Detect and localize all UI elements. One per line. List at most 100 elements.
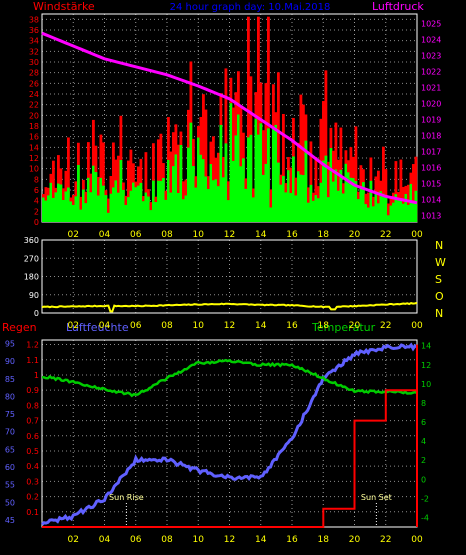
wind-avg-bar [277,162,280,222]
wind-avg-bar [294,195,298,222]
wind-max-bar [79,196,83,222]
wind-avg-bar [259,123,263,222]
wind-avg-bar [379,191,383,222]
wind-avg-bar [139,182,143,222]
wind-avg-bar [149,210,153,222]
wind-avg-bar [72,204,75,222]
wind-max-bar [117,155,120,222]
x-tick-label-1: 20 [349,321,361,331]
direction-label-n-bottom: N [435,307,443,320]
wind-max-bar [267,16,270,223]
wind-y-tick-label: 4 [34,197,39,206]
x-tick-label-1: 02 [68,321,79,331]
wind-avg-bar [229,103,233,222]
wind-max-bar [159,133,163,222]
wind-avg-bar [182,199,185,222]
temperature-y-tick-label: 12 [421,361,431,370]
humidity-y-tick-label: 85 [5,375,15,384]
x-tick-label-0: 04 [99,230,111,240]
wind-max-bar [327,161,330,222]
wind-avg-bar [357,199,360,222]
wind-y-tick-label: 22 [29,101,39,110]
wind-max-bar [212,136,215,222]
direction-label-w: W [435,256,446,269]
pressure-y-tick-label: 1018 [421,132,441,141]
rain-y-tick-label: 1.1 [26,356,39,365]
pressure-y-tick-label: 1019 [421,116,441,125]
rain-line [42,344,418,528]
wind-avg-bar [279,184,283,222]
wind-avg-bar [377,203,380,222]
wind-avg-bar [317,198,320,222]
wind-y-tick-label: 0 [34,218,39,227]
wind-y-tick-label: 28 [29,69,39,78]
wind-max-bar [107,198,110,222]
pressure-y-tick-label: 1015 [421,180,441,189]
wind-avg-bar [347,172,350,222]
wind-avg-bar [334,169,338,222]
x-tick-label-1: 18 [318,321,330,331]
x-tick-label-2: 10 [193,535,205,545]
wind-y-tick-label: 12 [29,154,39,163]
pressure-y-tick-label: 1021 [421,84,441,93]
wind-max-bar [394,161,398,222]
pressure-y-tick-label: 1023 [421,52,441,61]
wind-avg-bar [202,159,205,222]
wind-avg-bar [312,200,315,222]
x-tick-label-2: 18 [318,535,330,545]
temperature-y-tick-label: 8 [421,399,426,408]
wind-avg-bar [289,193,293,222]
pressure-y-tick-label: 1016 [421,164,441,173]
x-tick-label-2: 02 [68,535,79,545]
wind-avg-bar [212,180,215,222]
wind-avg-bar [107,212,110,222]
wind-avg-bar [104,195,108,222]
wind-avg-bar [102,185,105,222]
wind-avg-bar [194,187,198,222]
wind-avg-bar [364,204,368,222]
wind-avg-bar [264,163,268,222]
humidity-y-tick-label: 80 [5,392,15,401]
wind-avg-bar [172,166,175,222]
humidity-y-tick-label: 65 [5,445,15,454]
wind-max-bar [169,151,173,222]
wind-avg-bar [112,187,115,222]
luftdruck-label: Luftdruck [372,0,424,13]
wind-avg-bar [167,159,170,222]
x-tick-label-0: 22 [380,230,391,240]
wind-avg-bar [287,170,290,222]
direction-label-n-top: N [435,239,443,252]
wind-avg-bar [359,186,363,222]
wind-avg-bar [274,124,278,222]
wind-avg-bar [314,195,318,222]
wind-max-bar [269,189,273,222]
humidity-line [40,342,418,526]
sunset-label: Sun Set [361,493,392,502]
wind-avg-bar [337,190,340,222]
wind-max-bar [387,203,390,222]
rain-y-tick-label: 0.5 [26,447,39,456]
wind-avg-bar [74,196,78,222]
wind-y-tick-label: 10 [29,165,39,174]
wind-avg-bar [362,182,365,222]
wind-avg-bar [152,180,155,222]
wind-avg-bar [394,194,398,222]
wind-avg-bar [64,191,68,222]
rain-y-tick-label: 0.8 [26,401,39,410]
wind-max-bar [177,144,180,222]
wind-max-bar [127,160,130,222]
wind-y-tick-label: 24 [29,90,39,99]
wind-avg-bar [304,140,308,222]
wind-avg-bar [227,200,230,222]
temperatur-label: Temperatur [311,321,376,334]
wind-avg-bar [144,192,148,222]
wind-y-tick-label: 32 [29,47,39,56]
wind-avg-bar [147,196,150,222]
x-tick-label-2: 14 [255,535,267,545]
temperature-y-tick-label: -2 [421,494,429,503]
rain-y-tick-label: 1.2 [26,341,39,350]
wind-avg-bar [397,200,400,222]
x-tick-label-2: 04 [99,535,111,545]
wind-y-tick-label: 18 [29,122,39,131]
humidity-y-tick-label: 60 [5,463,15,472]
